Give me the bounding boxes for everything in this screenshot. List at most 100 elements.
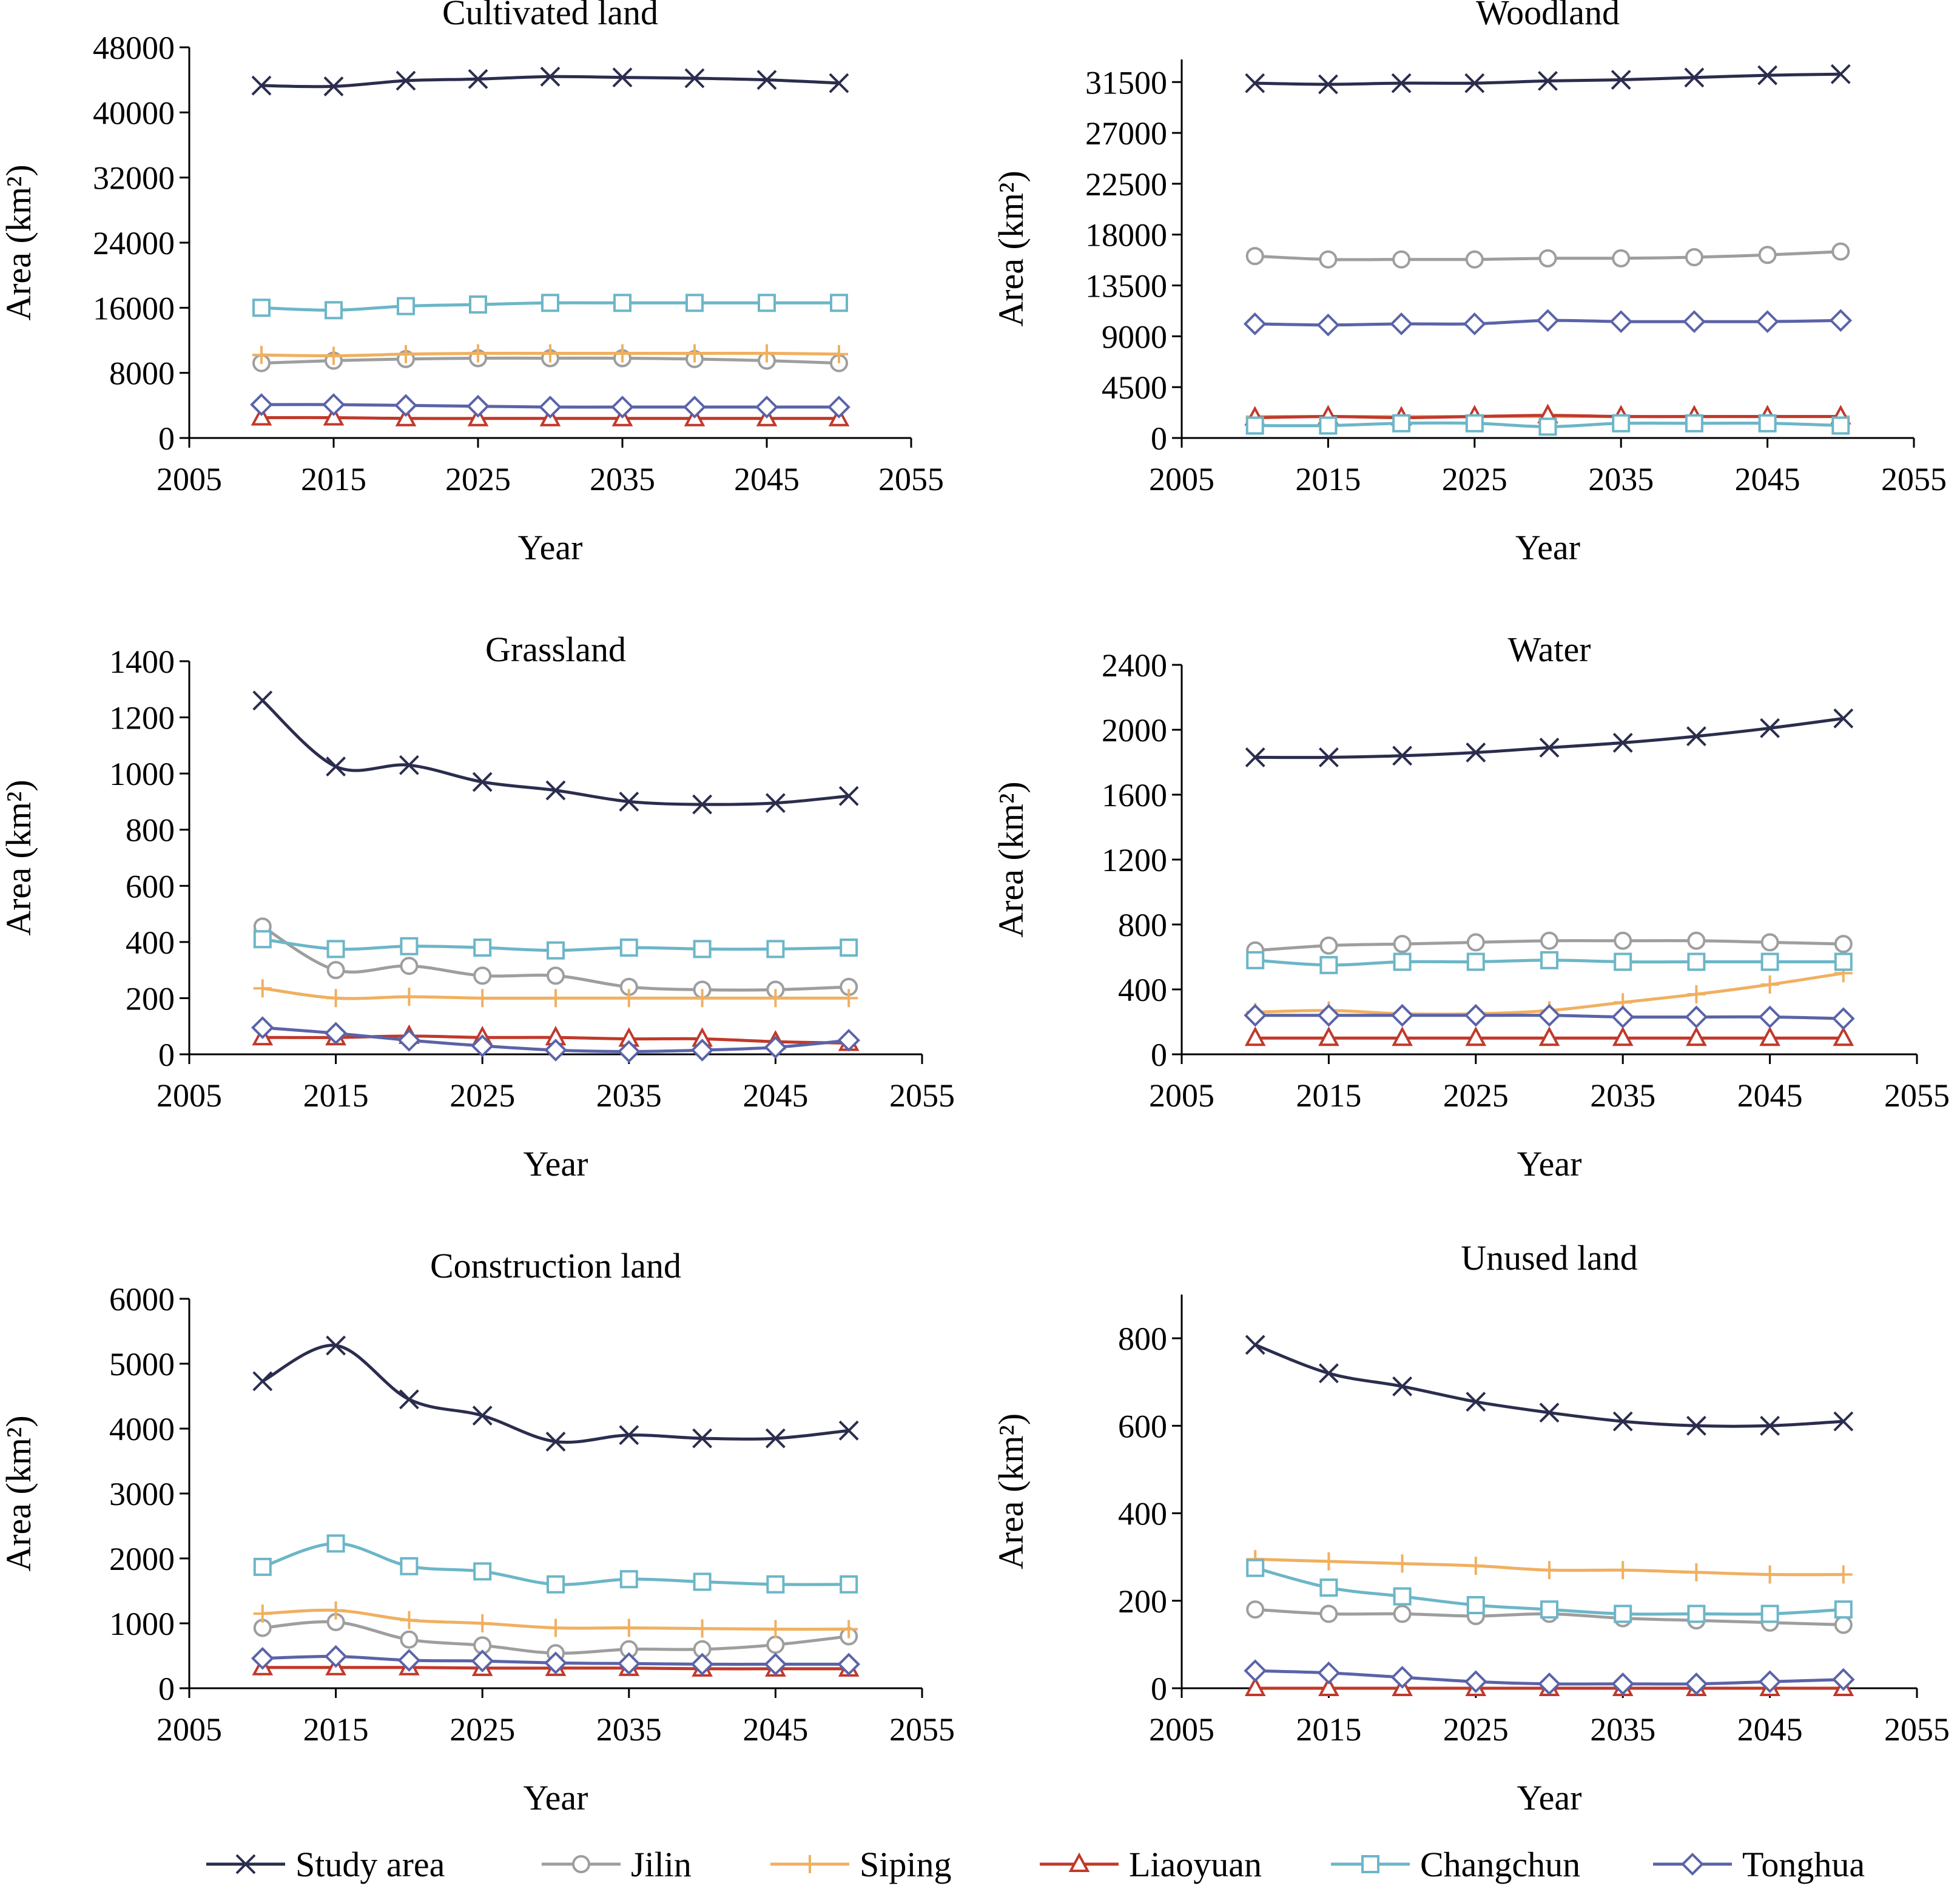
chart-title: Grassland <box>485 630 626 669</box>
data-point-study-area <box>1686 726 1706 747</box>
data-point-tonghua <box>617 1652 641 1676</box>
data-point-tonghua <box>755 396 778 419</box>
data-point-study-area <box>692 794 713 815</box>
data-point-siping <box>1466 1557 1485 1575</box>
data-point-siping <box>473 1614 492 1632</box>
x-tick-label: 2005 <box>1149 1711 1214 1748</box>
data-point-study-area <box>396 70 416 91</box>
x-tick-label: 2015 <box>1296 1077 1361 1114</box>
data-point-changchun <box>1760 1605 1779 1623</box>
x-axis-label: Year <box>518 528 583 567</box>
data-point-tonghua <box>827 396 850 419</box>
y-tick-label: 13500 <box>1085 268 1167 305</box>
data-point-changchun <box>619 938 638 957</box>
x-tick-label: 2055 <box>1884 1711 1950 1748</box>
data-point-study-area <box>612 67 633 88</box>
data-point-tonghua <box>1611 1672 1635 1696</box>
data-point-study-area <box>1757 65 1778 86</box>
series-line-study-area <box>261 1344 849 1444</box>
data-point-study-area <box>545 780 566 801</box>
data-point-changchun <box>1246 1558 1265 1577</box>
data-point-changchun <box>840 1575 858 1594</box>
y-tick-label: 27000 <box>1085 115 1167 152</box>
y-tick-label: 0 <box>1151 1671 1167 1707</box>
data-point-tonghua <box>837 1652 861 1676</box>
y-tick-label: 0 <box>158 1037 175 1073</box>
data-point-study-area <box>468 69 488 89</box>
data-point-jilin <box>1834 1615 1853 1634</box>
x-tick-label: 2055 <box>1881 461 1947 497</box>
data-point-changchun <box>1538 417 1557 436</box>
data-point-jilin <box>1538 249 1557 268</box>
data-point-changchun <box>1319 955 1338 974</box>
legend-label: Liaoyuan <box>1129 1845 1262 1884</box>
data-point-siping <box>400 988 419 1006</box>
series-study-area <box>252 690 859 815</box>
x-axis-label: Year <box>1515 528 1580 567</box>
y-tick-label: 400 <box>1118 972 1167 1008</box>
data-point-siping <box>1393 1554 1412 1573</box>
data-point-liaoyuan <box>1833 1026 1854 1046</box>
data-point-tonghua <box>1685 1672 1708 1696</box>
data-point-tonghua <box>1243 312 1267 335</box>
y-tick-label: 800 <box>1118 1321 1167 1357</box>
data-point-study-area <box>1612 732 1633 753</box>
series-changchun <box>253 930 858 960</box>
data-point-jilin <box>1540 931 1558 950</box>
data-point-tonghua <box>1609 310 1633 333</box>
data-point-study-area <box>838 1420 859 1441</box>
data-point-siping <box>766 1620 785 1638</box>
data-point-jilin <box>1319 250 1338 269</box>
data-point-changchun <box>613 294 631 312</box>
data-point-study-area <box>251 75 272 96</box>
series-changchun <box>1246 951 1853 974</box>
y-tick-label: 18000 <box>1085 217 1167 254</box>
data-point-tonghua <box>322 393 345 416</box>
x-tick-label: 2045 <box>1737 1711 1803 1748</box>
data-point-tonghua <box>837 1029 861 1052</box>
x-tick-label: 2025 <box>1443 1077 1509 1114</box>
x-tick-label: 2035 <box>596 1077 662 1114</box>
y-tick-label: 32000 <box>93 160 175 197</box>
data-point-siping <box>830 345 848 363</box>
data-point-study-area <box>765 793 786 813</box>
data-point-study-area <box>399 1389 419 1410</box>
data-point-study-area <box>1245 1335 1265 1355</box>
series-study-area <box>251 66 849 96</box>
data-point-siping <box>541 344 559 363</box>
data-point-tonghua <box>397 1649 421 1672</box>
y-tick-label: 600 <box>1118 1408 1167 1444</box>
data-point-jilin <box>1392 250 1411 269</box>
series-tonghua <box>250 393 850 419</box>
series-siping <box>253 979 858 1008</box>
data-point-tonghua <box>1244 1003 1267 1027</box>
series-siping <box>253 1601 858 1638</box>
data-point-siping <box>1760 1565 1779 1584</box>
y-tick-label: 48000 <box>93 30 175 66</box>
series-jilin <box>1245 242 1850 269</box>
legend-label: Tonghua <box>1742 1845 1865 1884</box>
data-point-siping <box>1540 1561 1558 1580</box>
x-axis-label: Year <box>524 1144 588 1184</box>
data-point-changchun <box>325 301 343 320</box>
legend-label: Jilin <box>631 1845 692 1884</box>
legend-item-siping: Siping <box>770 1845 952 1884</box>
data-point-study-area <box>1392 1376 1413 1396</box>
data-point-tonghua <box>1244 1659 1267 1682</box>
data-point-study-area <box>829 73 849 93</box>
series-tonghua <box>1243 309 1853 337</box>
x-tick-label: 2005 <box>157 1711 222 1748</box>
data-point-tonghua <box>1758 1005 1782 1029</box>
data-point-study-area <box>252 1371 273 1392</box>
y-tick-label: 0 <box>158 420 175 457</box>
y-tick-label: 600 <box>126 868 175 904</box>
data-point-tonghua <box>1829 309 1853 332</box>
x-tick-label: 2015 <box>303 1077 369 1114</box>
data-point-tonghua <box>539 396 562 419</box>
data-point-liaoyuan <box>1538 1026 1560 1046</box>
data-point-siping <box>253 979 272 998</box>
data-point-study-area <box>756 70 777 90</box>
x-tick-label: 2025 <box>450 1077 515 1114</box>
data-point-study-area <box>323 76 344 96</box>
